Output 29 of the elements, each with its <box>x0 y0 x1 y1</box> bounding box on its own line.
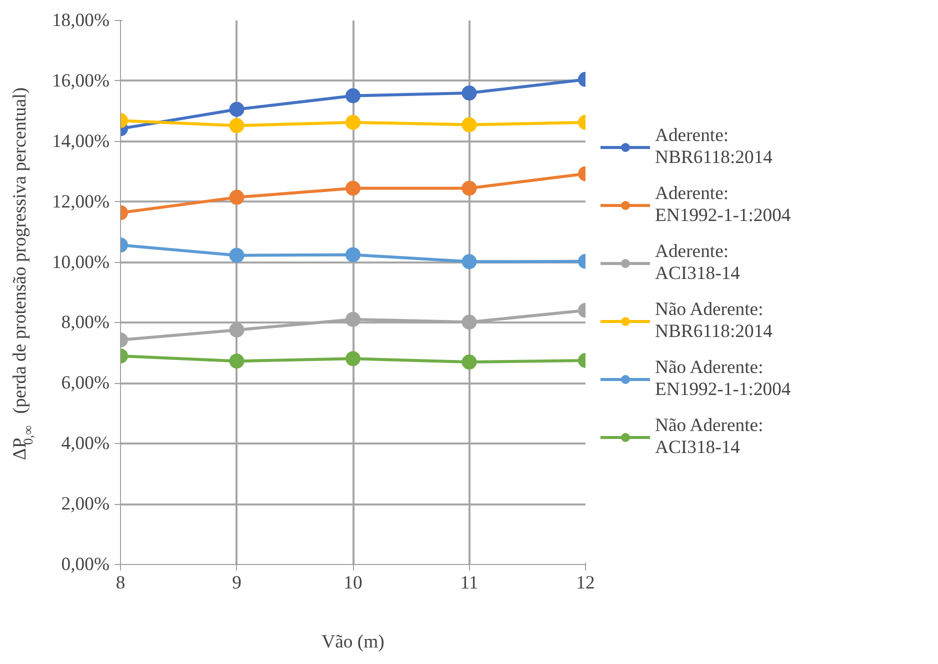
x-axis-title: Vão (m) <box>322 632 384 652</box>
point <box>346 88 360 104</box>
y-tick-label: 2,00% <box>61 494 110 515</box>
legend-label: Aderente: NBR6118:2014 <box>655 125 772 169</box>
point <box>346 351 360 366</box>
legend-label: Aderente: ACI318-14 <box>655 241 740 285</box>
x-tick-label: 8 <box>116 572 126 594</box>
y-axis-title: ΔP0,∞ (perda de protensão progressiva percentual) <box>10 87 36 460</box>
point <box>346 247 360 262</box>
x-tick-label: 9 <box>232 572 242 594</box>
y-tick-label: 0,00% <box>61 554 110 575</box>
legend-label: Não Aderente: NBR6118:2014 <box>655 299 772 343</box>
y-tick-label: 18,00% <box>52 10 110 31</box>
y-tick-label: 4,00% <box>61 433 110 454</box>
y-tick-label: 16,00% <box>52 70 110 92</box>
y-tick-label: 10,00% <box>52 252 110 273</box>
legend-label: Não Aderente: EN1992-1-1:2004 <box>655 357 791 401</box>
x-tick-label: 12 <box>576 572 595 594</box>
x-tick-label: 10 <box>344 572 362 594</box>
y-tick-label: 8,00% <box>61 312 110 334</box>
legend-label: Aderente: EN1992-1-1:2004 <box>655 183 791 227</box>
y-tick-label: 12,00% <box>52 191 110 212</box>
point <box>346 180 360 196</box>
point <box>346 114 360 130</box>
point <box>346 312 360 327</box>
y-tick-label: 14,00% <box>52 130 110 152</box>
x-tick-label: 11 <box>460 572 478 594</box>
legend-label: Não Aderente: ACI318-14 <box>655 415 764 459</box>
y-tick-label: 6,00% <box>61 372 110 394</box>
